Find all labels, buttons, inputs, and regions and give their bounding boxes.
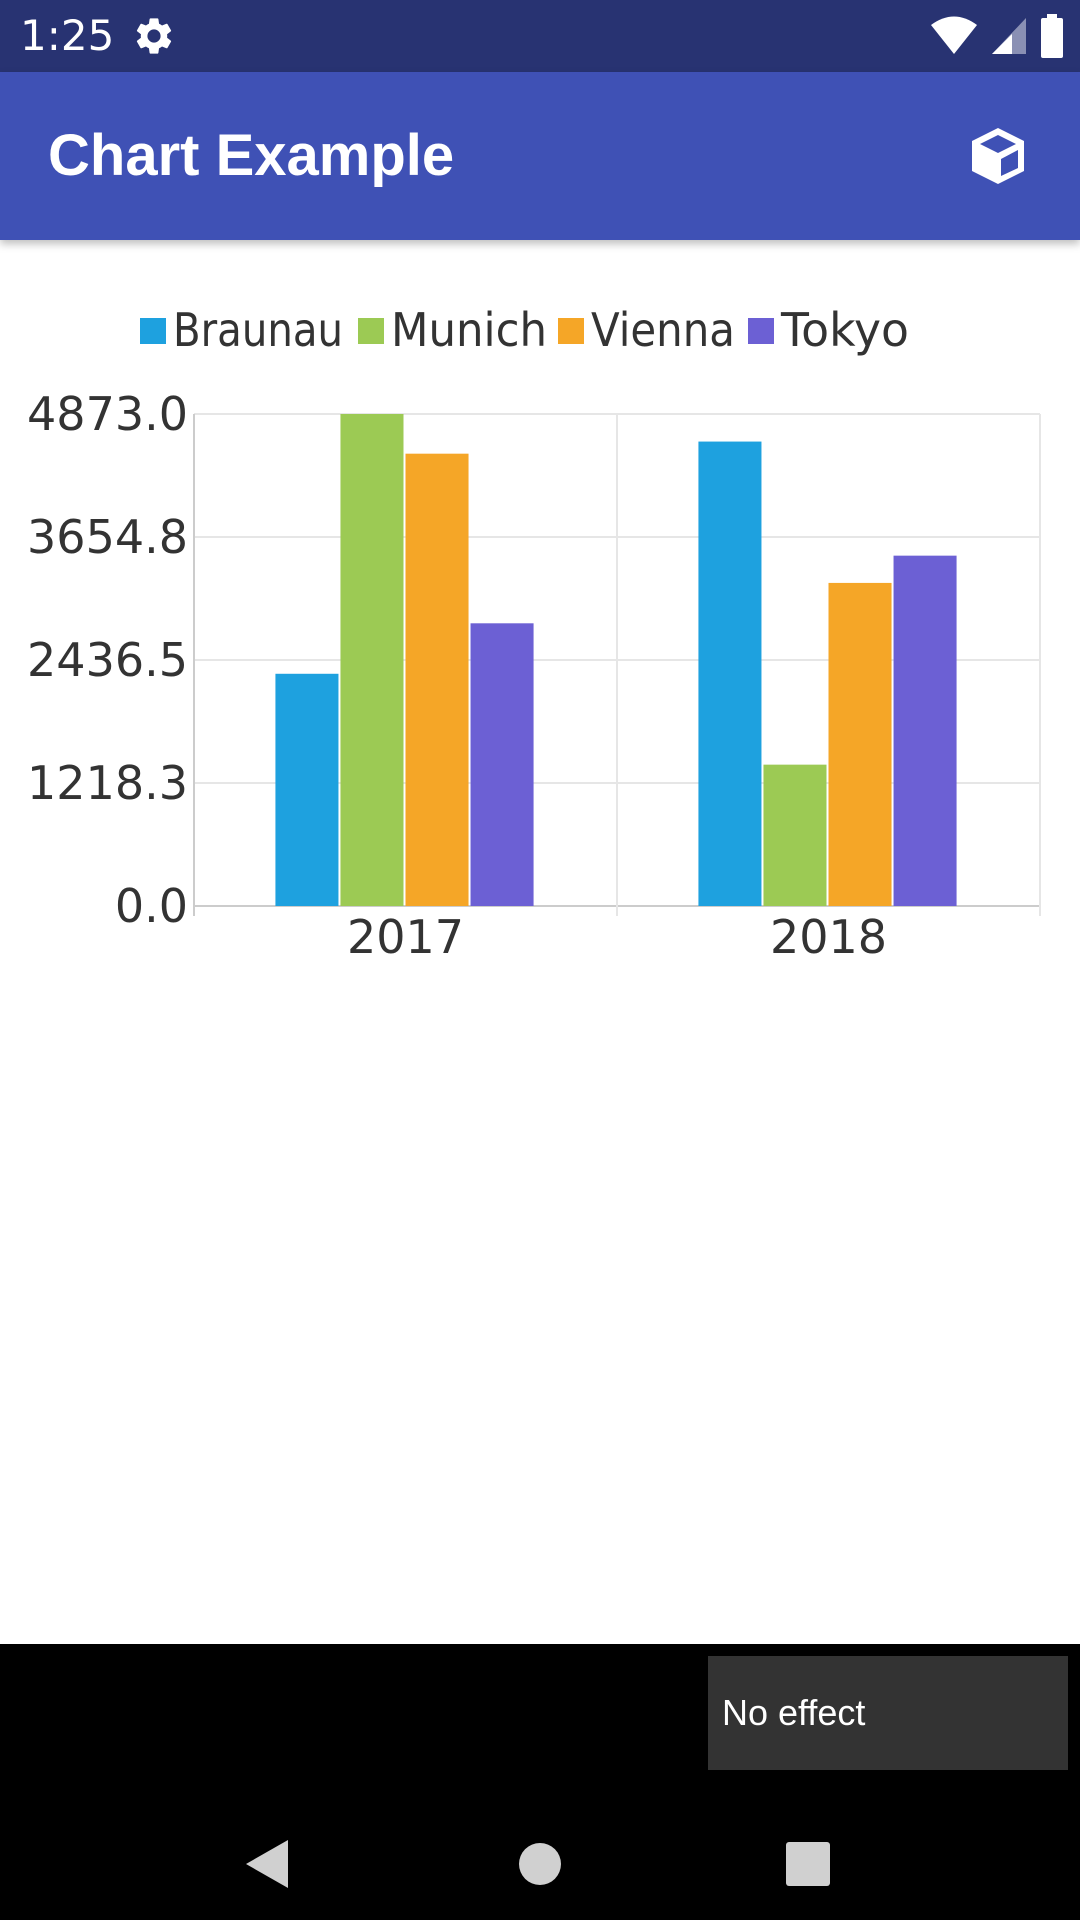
back-triangle-icon[interactable] [226, 1822, 310, 1906]
cube-icon[interactable] [966, 124, 1030, 188]
status-icons [930, 14, 1064, 58]
app-bar: Chart Example [0, 72, 1080, 240]
toast-text: No effect [722, 1692, 866, 1733]
signal-icon [992, 18, 1026, 54]
battery-icon [1041, 14, 1063, 58]
legend-swatch [558, 318, 584, 344]
x-tick-label: 2018 [770, 910, 887, 964]
toast: No effect [708, 1656, 1068, 1770]
legend-label: Tokyo [780, 303, 909, 357]
status-time: 1:25 [20, 11, 115, 60]
bar-braunau-2017 [275, 673, 339, 906]
chart-area: Braunau Munich Vienna Tokyo 0.0 1218.3 2436.5 3… [0, 240, 1080, 1000]
legend-label: Munich [391, 303, 547, 357]
x-tick-label: 2017 [347, 910, 464, 964]
y-tick-label: 2436.5 [27, 633, 188, 687]
y-tick-label: 0.0 [115, 879, 188, 933]
bar-munich-2018 [763, 764, 827, 906]
bar-vienna-2017 [405, 453, 469, 906]
bar-chart: Braunau Munich Vienna Tokyo 0.0 1218.3 2436.5 3… [27, 303, 1041, 964]
bar-tokyo-2017 [470, 623, 534, 906]
bottom-area: No effect [0, 1644, 1080, 1920]
legend-swatch [748, 318, 774, 344]
legend-swatch [358, 318, 384, 344]
y-tick-label: 3654.8 [27, 510, 188, 564]
y-tick-label: 1218.3 [27, 756, 188, 810]
gear-icon [136, 18, 172, 54]
bar-vienna-2018 [828, 582, 892, 906]
bar-tokyo-2018 [893, 555, 957, 906]
recent-square-icon[interactable] [766, 1822, 850, 1906]
legend-label: Braunau [173, 303, 343, 357]
legend-label: Vienna [591, 303, 735, 357]
status-bar: 1:25 [0, 0, 1080, 72]
legend-swatch [140, 318, 166, 344]
app-title: Chart Example [48, 123, 455, 188]
wifi-icon [931, 16, 977, 54]
bar-braunau-2018 [698, 441, 762, 906]
y-tick-label: 4873.0 [27, 387, 188, 441]
home-circle-icon[interactable] [498, 1822, 582, 1906]
bar-munich-2017 [340, 414, 404, 906]
